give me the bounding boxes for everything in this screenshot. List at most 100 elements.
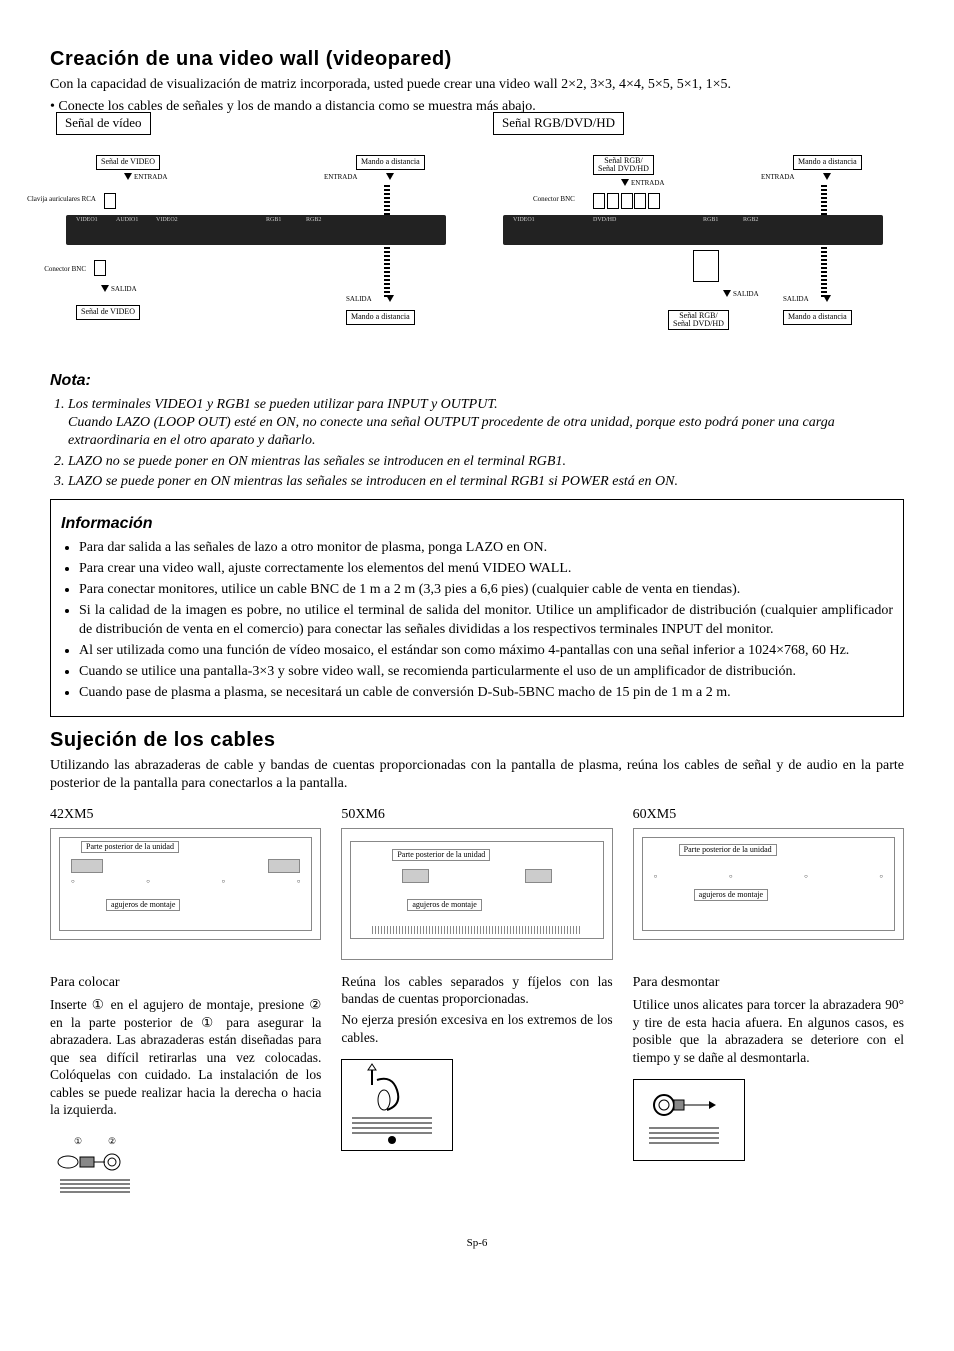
nota-item: Los terminales VIDEO1 y RGB1 se pueden u… (68, 396, 904, 451)
bnc-label: Conector BNC (26, 265, 86, 274)
instruction-columns: Para colocar Inserte ① en el agujero de … (50, 970, 904, 1207)
diagram-row: Señal de vídeo Señal de VIDEO ENTRADA Ma… (50, 122, 904, 361)
remote-box-bottom-r: Mando a distancia (783, 310, 852, 324)
bnc-icon (94, 260, 106, 276)
info-list: Para dar salida a las señales de lazo a … (61, 539, 893, 703)
nota-text: Los terminales VIDEO1 y RGB1 se pueden u… (68, 397, 835, 448)
info-item: Cuando pase de plasma a plasma, se neces… (79, 684, 893, 702)
back-label: Parte posterior de la unidad (392, 849, 490, 861)
clamp-bundle-icon (341, 1059, 453, 1151)
info-item: Para conectar monitores, utilice un cabl… (79, 581, 893, 599)
remote-box-top-r: Mando a distancia (793, 155, 862, 169)
col-bundle-text1: Reúna los cables separados y fíjelos con… (341, 973, 612, 1008)
arrow-icon (386, 295, 394, 302)
info-box: Información Para dar salida a las señale… (50, 499, 904, 717)
vent-icon (372, 926, 581, 934)
model-col-1: 42XM5 Parte posterior de la unidad aguje… (50, 802, 321, 960)
entrada-label-4: ENTRADA (761, 173, 794, 182)
model-diagram-2: Parte posterior de la unidad agujeros de… (341, 828, 612, 960)
entrada-label: ENTRADA (134, 173, 167, 182)
arrow-icon (823, 173, 831, 180)
slot-icon (402, 869, 429, 883)
info-item: Para crear una video wall, ajuste correc… (79, 560, 893, 578)
model-title-2: 50XM6 (341, 806, 612, 824)
diagram-left: Señal de vídeo Señal de VIDEO ENTRADA Ma… (50, 122, 467, 361)
rca-icon (104, 193, 116, 209)
intro-text-1b: • Conecte los cables de señales y los de… (50, 98, 904, 116)
connector-panel-left: VIDEO1 AUDIO1 VIDEO2 RGB1 RGB2 (66, 215, 446, 245)
col-attach: Para colocar Inserte ① en el agujero de … (50, 970, 321, 1207)
arrow-icon (101, 285, 109, 292)
info-item: Al ser utilizada como una función de víd… (79, 642, 893, 660)
clamp-insert-icon: ① ② (50, 1132, 190, 1202)
nota-item: LAZO no se puede poner en ON mientras la… (68, 453, 904, 471)
diagram-right-label: Señal RGB/DVD/HD (493, 112, 624, 135)
salida-label-4: SALIDA (783, 295, 809, 304)
remote-box-top: Mando a distancia (356, 155, 425, 169)
slot-icon (525, 869, 552, 883)
svg-text:②: ② (108, 1136, 116, 1146)
nota-text: LAZO no se puede poner en ON mientras la… (68, 454, 566, 469)
svg-text:①: ① (74, 1136, 82, 1146)
model-col-3: 60XM5 Parte posterior de la unidad aguje… (633, 802, 904, 960)
model-title-1: 42XM5 (50, 806, 321, 824)
salida-label-2: SALIDA (346, 295, 372, 304)
arrow-icon (723, 290, 731, 297)
nota-item: LAZO se puede poner en ON mientras las s… (68, 473, 904, 491)
col-bundle-text2: No ejerza presión excesiva en los extrem… (341, 1011, 612, 1046)
dsub-icon (693, 250, 719, 282)
video-signal-box-top: Señal de VIDEO (96, 155, 160, 169)
rca-label: Clavija auriculares RCA (16, 195, 96, 204)
arrow-icon (386, 173, 394, 180)
diagram-left-label: Señal de vídeo (56, 112, 151, 135)
clamp-remove-icon (633, 1079, 745, 1161)
back-label: Parte posterior de la unidad (679, 844, 777, 856)
slot-icon (71, 859, 103, 873)
col-attach-title: Para colocar (50, 974, 321, 992)
bnc-label-r: Conector BNC (533, 195, 575, 204)
salida-label: SALIDA (111, 285, 137, 294)
info-heading: Información (61, 514, 893, 535)
bnc-group-icon (593, 193, 660, 212)
info-item: Cuando se utilice una pantalla-3×3 y sob… (79, 663, 893, 681)
info-item: Para dar salida a las señales de lazo a … (79, 539, 893, 557)
rgb-signal-box-top: Señal RGB/Señal DVD/HD (593, 155, 654, 175)
arrow-icon (124, 173, 132, 180)
col-remove-text: Utilice unos alicates para torcer la abr… (633, 996, 904, 1066)
entrada-label-3: ENTRADA (631, 179, 664, 188)
model-diagram-3: Parte posterior de la unidad agujeros de… (633, 828, 904, 940)
heading-cables: Sujeción de los cables (50, 727, 904, 753)
col-bundle: Reúna los cables separados y fíjelos con… (341, 970, 612, 1207)
diagram-right-area: Señal RGB/Señal DVD/HD ENTRADA Mando a d… (493, 155, 898, 355)
connector-panel-right: VIDEO1 DVD/HD RGB1 RGB2 (503, 215, 883, 245)
nota-list: Los terminales VIDEO1 y RGB1 se pueden u… (50, 396, 904, 491)
holes-label: agujeros de montaje (407, 899, 481, 911)
remote-box-bottom: Mando a distancia (346, 310, 415, 324)
entrada-label-2: ENTRADA (324, 173, 357, 182)
col-attach-text: Inserte ① en el agujero de montaje, pres… (50, 996, 321, 1119)
cable-icon (821, 185, 827, 215)
arrow-icon (621, 179, 629, 186)
cable-icon (821, 247, 827, 297)
back-label: Parte posterior de la unidad (81, 841, 179, 853)
salida-label-3: SALIDA (733, 290, 759, 299)
col-remove-title: Para desmontar (633, 974, 904, 992)
cable-icon (384, 185, 390, 215)
nota-heading: Nota: (50, 371, 904, 392)
col-remove: Para desmontar Utilice unos alicates par… (633, 970, 904, 1207)
holes-label: agujeros de montaje (106, 899, 180, 911)
diagram-right: Señal RGB/DVD/HD Señal RGB/Señal DVD/HD … (487, 122, 904, 361)
model-title-3: 60XM5 (633, 806, 904, 824)
heading-video-wall: Creación de una video wall (videopared) (50, 46, 904, 72)
page-number: Sp-6 (50, 1236, 904, 1250)
info-item: Si la calidad de la imagen es pobre, no … (79, 602, 893, 638)
cable-icon (384, 247, 390, 297)
intro-text-1: Con la capacidad de visualización de mat… (50, 76, 904, 94)
model-col-2: 50XM6 Parte posterior de la unidad aguje… (341, 802, 612, 960)
holes-label: agujeros de montaje (694, 889, 768, 901)
rgb-signal-box-bottom: Señal RGB/Señal DVD/HD (668, 310, 729, 330)
models-row: 42XM5 Parte posterior de la unidad aguje… (50, 802, 904, 960)
video-signal-box-bottom: Señal de VIDEO (76, 305, 140, 319)
slot-icon (268, 859, 300, 873)
nota-text: LAZO se puede poner en ON mientras las s… (68, 474, 678, 489)
